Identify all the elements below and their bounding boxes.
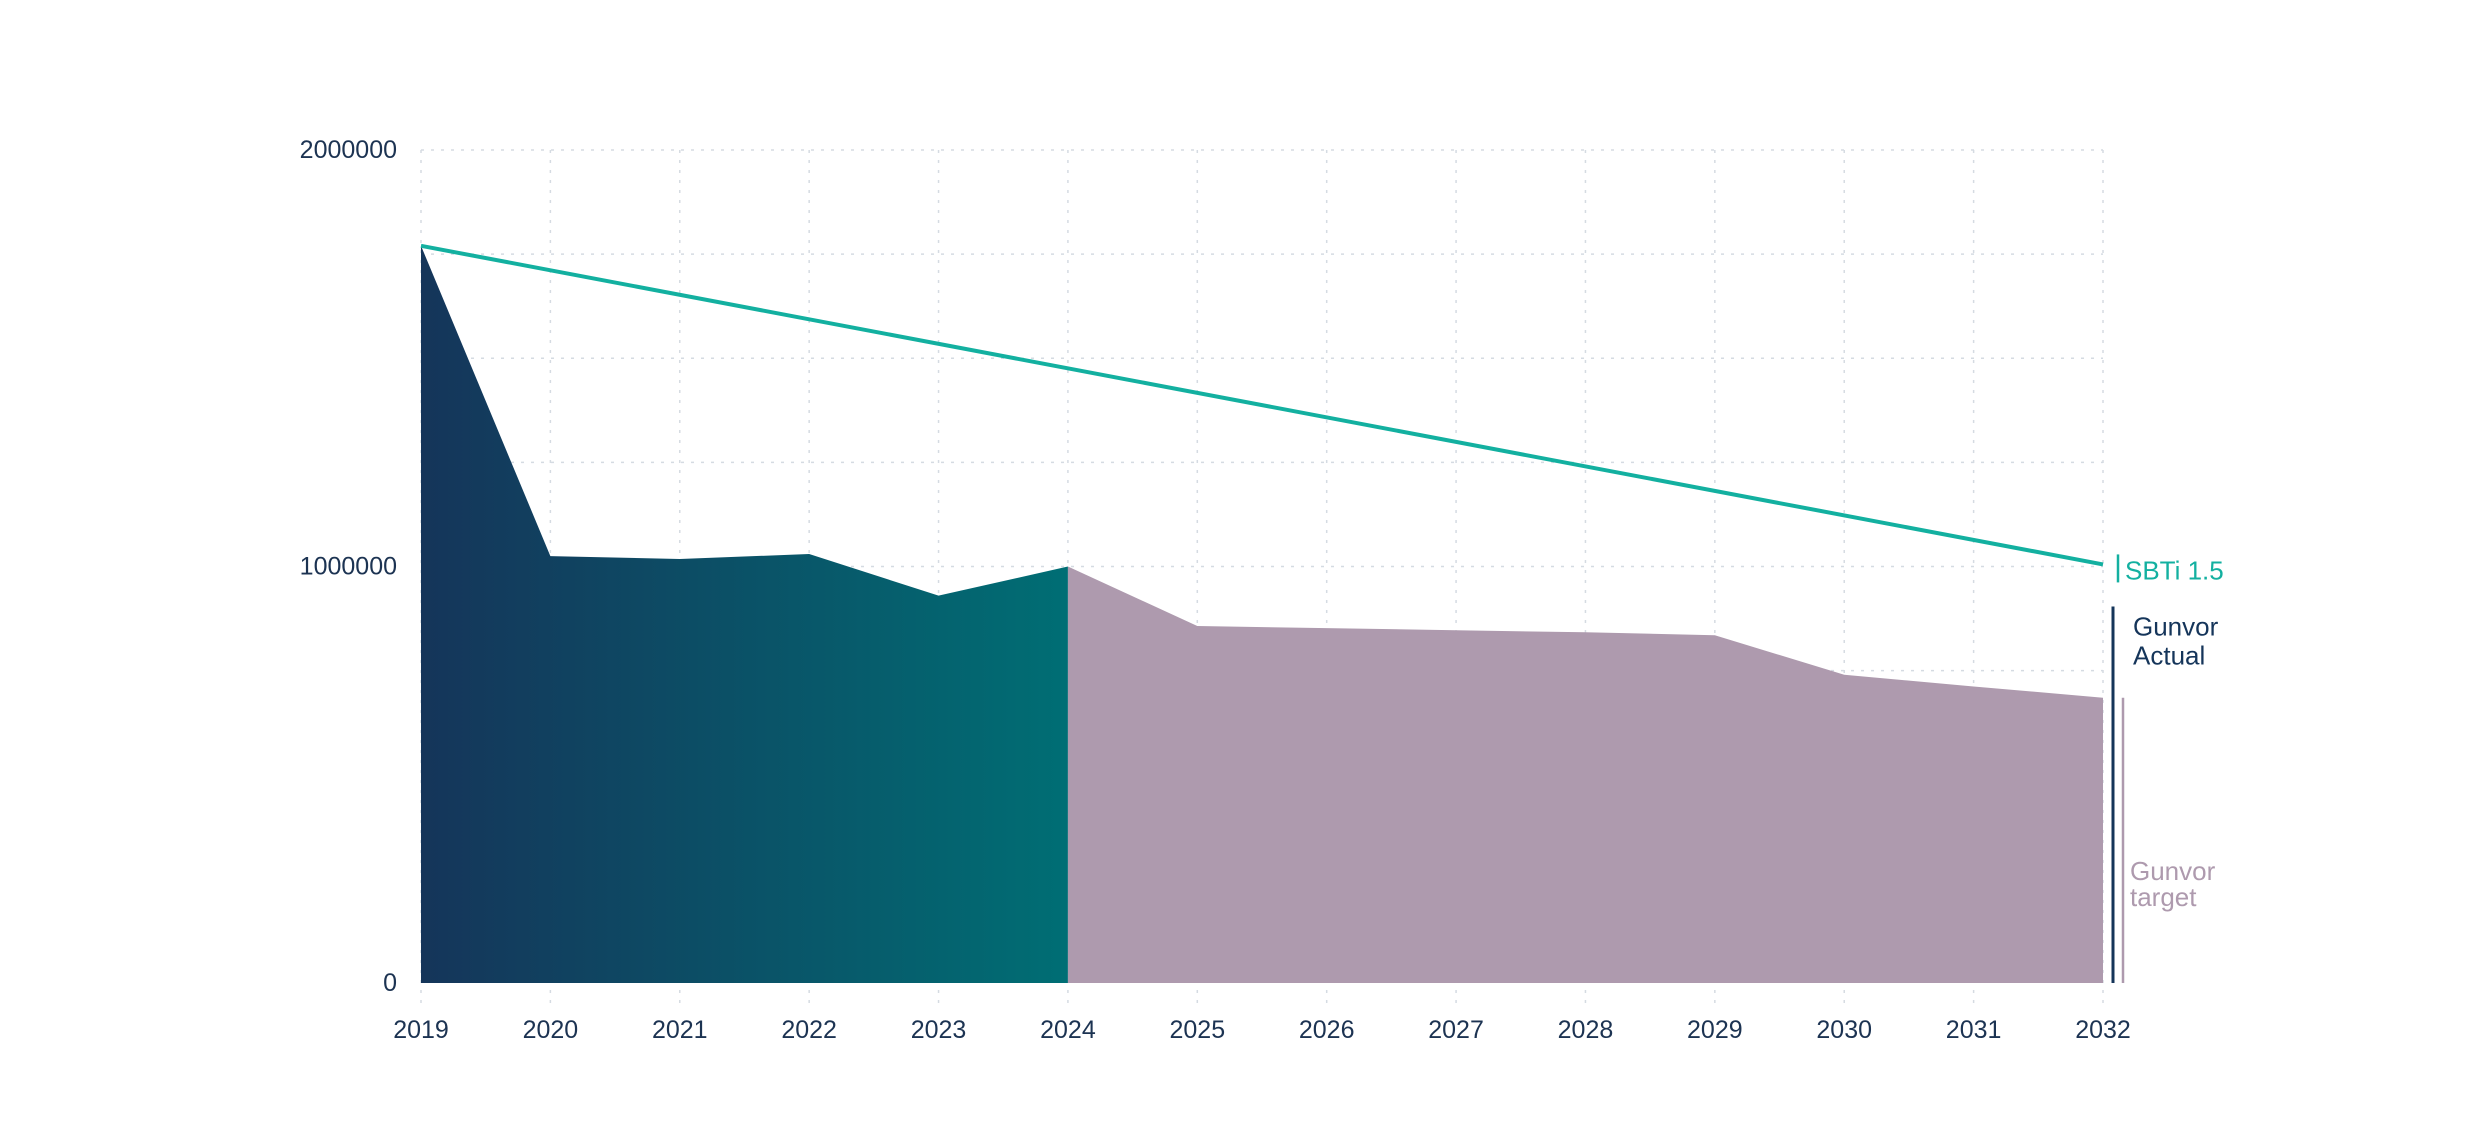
legend-label-actual: Gunvor Actual	[2133, 612, 2219, 671]
legend-label-actual-word: Actual	[2133, 641, 2205, 671]
line-sbti-1-5	[420, 243, 2104, 567]
x-tick-label: 2029	[1687, 1016, 1743, 1044]
axis-tick-labels: 2019 2020 2021 2022 2023 2024 2025 2026 2027 2028…	[300, 136, 2131, 1044]
x-tick-label: 2027	[1428, 1016, 1484, 1044]
area-gunvor-actual	[421, 245, 1068, 984]
x-tick-label: 2019	[393, 1016, 449, 1044]
x-tick-label: 2024	[1040, 1016, 1096, 1044]
x-tick-label: 2022	[781, 1016, 837, 1044]
legend-label-actual-word: Gunvor	[2133, 612, 2219, 642]
area-series	[421, 245, 2103, 984]
x-tick-label: 2031	[1946, 1016, 2002, 1044]
x-tick-label: 2030	[1816, 1016, 1872, 1044]
y-tick-label: 1000000	[300, 553, 397, 581]
x-tick-label: 2028	[1558, 1016, 1614, 1044]
area-gunvor-target	[1067, 566, 2103, 983]
line-series	[420, 243, 2104, 567]
x-tick-label: 2025	[1169, 1016, 1225, 1044]
x-tick-label: 2026	[1299, 1016, 1355, 1044]
legend-label-sbti: SBTi 1.5	[2125, 555, 2224, 585]
legend-label-target: Gunvor target	[2130, 856, 2216, 912]
x-tick-label: 2021	[652, 1016, 708, 1044]
legend-label-target-word: Gunvor	[2130, 856, 2216, 886]
x-tick-label: 2020	[523, 1016, 579, 1044]
y-tick-label: 0	[383, 969, 397, 997]
x-tick-label: 2023	[911, 1016, 967, 1044]
x-tick-label: 2032	[2075, 1016, 2131, 1044]
y-tick-label: 2000000	[300, 136, 397, 164]
legend-label-target-word: target	[2130, 882, 2197, 912]
